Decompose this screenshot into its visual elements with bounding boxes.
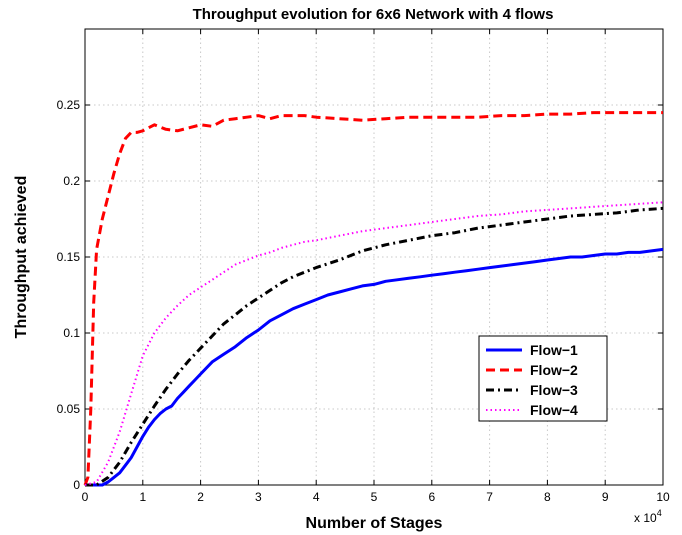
legend-label-flow-3: Flow−3 [530,382,578,398]
x-tick-label-7: 7 [486,490,493,504]
y-axis-label: Throughput achieved [13,176,30,339]
legend: Flow−1 Flow−2 Flow−3 Flow−4 [478,335,608,422]
legend-label-flow-4: Flow−4 [530,402,578,418]
y-tick-label-5: 0.25 [57,98,81,112]
y-tick-label-1: 0.05 [57,402,81,416]
x-tick-label-2: 2 [197,490,204,504]
x-tick-label-0: 0 [82,490,89,504]
x-tick-label-1: 1 [139,490,146,504]
chart-title: Throughput evolution for 6x6 Network wit… [193,6,554,23]
x-multiplier: x 104 [634,508,662,525]
x-tick-label-3: 3 [255,490,262,504]
x-tick-label-9: 9 [602,490,609,504]
legend-label-flow-2: Flow−2 [530,362,578,378]
legend-label-flow-1: Flow−1 [530,342,578,358]
x-multiplier-exponent: 4 [657,508,662,518]
x-axis: 0 1 2 3 4 5 6 7 8 9 10 [82,29,670,504]
series-line-flow-1 [85,247,664,487]
x-tick-label-8: 8 [544,490,551,504]
series-line-flow-2 [83,111,663,486]
x-multiplier-base: x 10 [634,511,657,525]
y-tick-label-3: 0.15 [57,250,81,264]
x-tick-label-4: 4 [313,490,320,504]
y-tick-label-0: 0 [73,478,80,492]
x-tick-label-6: 6 [428,490,435,504]
x-tick-label-10: 10 [656,490,670,504]
series-line-flow-3 [85,206,664,487]
series-layer [83,111,664,487]
x-axis-label: Number of Stages [306,515,443,532]
y-axis: 0 0.05 0.1 0.15 0.2 0.25 [57,98,663,492]
y-tick-label-2: 0.1 [63,326,80,340]
x-tick-label-5: 5 [371,490,378,504]
y-tick-label-4: 0.2 [63,174,80,188]
